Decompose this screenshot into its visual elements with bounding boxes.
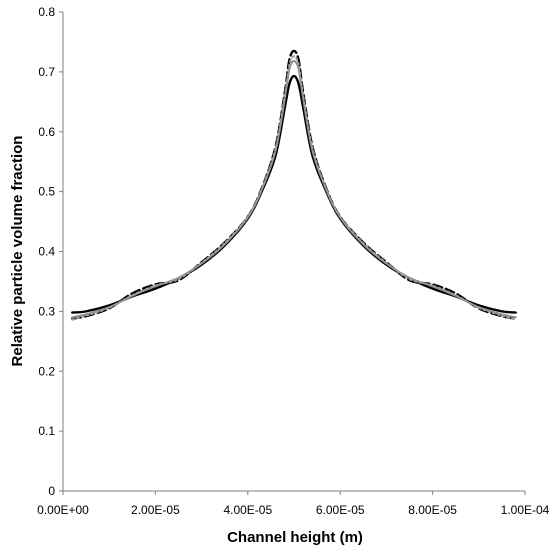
y-tick-label: 0.6 bbox=[38, 125, 55, 139]
y-tick-label: 0.3 bbox=[38, 304, 55, 318]
y-axis-title: Relative particle volume fraction bbox=[9, 136, 26, 367]
series-line-3 bbox=[71, 60, 517, 319]
x-tick-label: 8.00E-05 bbox=[408, 503, 457, 517]
x-tick-label: 1.00E-04 bbox=[501, 503, 550, 517]
y-tick-label: 0.2 bbox=[38, 364, 55, 378]
y-tick-label: 0.5 bbox=[38, 185, 55, 199]
y-tick-label: 0.1 bbox=[38, 424, 55, 438]
series-group bbox=[71, 49, 517, 321]
series-line-2 bbox=[71, 49, 517, 320]
y-tick-label: 0 bbox=[48, 484, 55, 498]
y-tick-label: 0.8 bbox=[38, 5, 55, 19]
y-tick-label: 0.4 bbox=[38, 245, 55, 259]
x-tick-label: 2.00E-05 bbox=[131, 503, 180, 517]
series-line-4 bbox=[71, 55, 517, 321]
x-axis-title: Channel height (m) bbox=[227, 529, 363, 546]
y-tick-label: 0.7 bbox=[38, 65, 55, 79]
x-axis bbox=[62, 490, 526, 495]
y-axis bbox=[59, 11, 64, 492]
x-tick-label: 4.00E-05 bbox=[223, 503, 272, 517]
series-line-1 bbox=[71, 74, 517, 314]
tick-labels: 0 0.1 0.2 0.3 0.4 0.5 0.6 0.7 0.8 0.00E+00 2.00E-0… bbox=[37, 5, 550, 517]
x-tick-label: 0.00E+00 bbox=[37, 503, 89, 517]
x-tick-label: 6.00E-05 bbox=[316, 503, 365, 517]
